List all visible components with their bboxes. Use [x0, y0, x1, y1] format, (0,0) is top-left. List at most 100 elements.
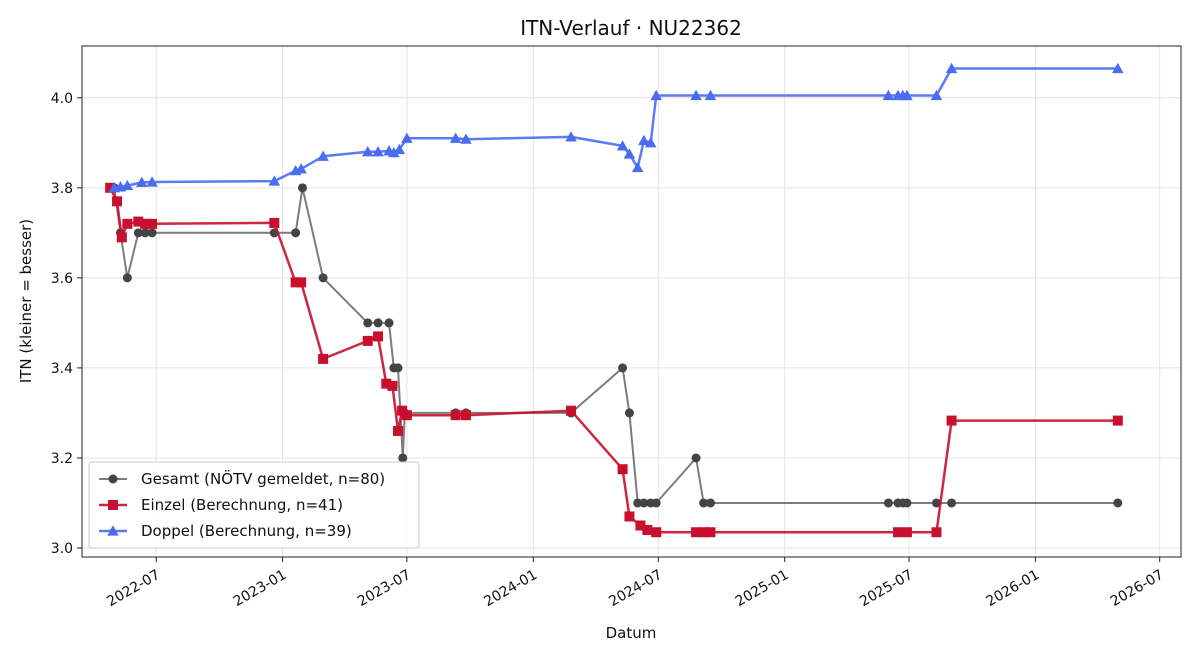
legend-swatch-marker [108, 474, 118, 484]
data-point [698, 527, 709, 538]
data-point [295, 163, 307, 174]
legend-swatch-marker [107, 525, 119, 536]
series-2 [105, 182, 1123, 538]
data-point [112, 196, 123, 207]
data-point [136, 176, 148, 188]
series-1 [109, 183, 1123, 508]
data-point [1112, 415, 1123, 426]
legend-box [88, 461, 420, 549]
data-point [704, 89, 717, 101]
data-point [317, 150, 329, 161]
data-point [147, 218, 158, 229]
series-layer [105, 62, 1124, 538]
data-point [122, 273, 132, 283]
x-axis-label: Datum [606, 624, 657, 642]
data-point [401, 410, 412, 421]
data-point [945, 62, 958, 74]
data-point [450, 410, 461, 421]
data-point [393, 143, 406, 155]
y-tick-label: 3.0 [51, 541, 73, 557]
data-point [381, 378, 392, 389]
data-point [931, 498, 941, 508]
data-point [290, 277, 301, 288]
data-point [699, 498, 709, 508]
data-point [140, 218, 151, 229]
series-line [114, 67, 1118, 190]
y-tick-label: 3.8 [51, 181, 73, 197]
data-point [363, 318, 373, 328]
plot-frame [81, 45, 1182, 558]
data-point [635, 520, 646, 531]
legend-item: Einzel (Berechnung, n=41) [99, 496, 343, 514]
data-point [398, 453, 408, 463]
x-tick-label: 2023-01 [231, 567, 290, 610]
data-point [705, 527, 716, 538]
legend-label: Einzel (Berechnung, n=41) [141, 496, 343, 514]
data-point [373, 331, 384, 342]
data-point [361, 146, 374, 157]
data-point [372, 146, 384, 157]
data-point [140, 228, 150, 238]
data-point [296, 277, 307, 288]
data-point [460, 133, 472, 144]
legend: Gesamt (NÖTV gemeldet, n=80) Einzel (Bere… [88, 461, 420, 549]
y-tick-label: 3.6 [51, 271, 73, 287]
x-tick-label: 2026-07 [1108, 567, 1167, 610]
data-point [644, 137, 657, 148]
data-point [318, 353, 329, 364]
data-point [318, 273, 328, 283]
data-point [893, 527, 904, 538]
x-tick-label: 2024-07 [606, 567, 665, 610]
data-point [882, 89, 895, 101]
data-point [565, 131, 577, 142]
data-point [384, 318, 394, 328]
y-tick-label: 3.4 [51, 361, 73, 377]
data-point [642, 524, 653, 535]
x-axis-ticks: 2022-07 2023-01 2023-07 2024-01 2024-07 2025-… [104, 557, 1167, 610]
data-point [633, 498, 643, 508]
data-point [946, 415, 957, 426]
data-point [902, 498, 912, 508]
data-point [362, 335, 373, 346]
data-point [616, 140, 629, 151]
data-point [631, 161, 644, 173]
data-point [566, 405, 577, 416]
data-point [269, 217, 280, 228]
data-point [146, 176, 158, 187]
data-point [617, 464, 628, 475]
data-point [133, 216, 144, 227]
data-point [931, 527, 942, 538]
legend-label: Gesamt (NÖTV gemeldet, n=80) [141, 469, 385, 488]
y-tick-label: 3.2 [51, 451, 73, 467]
data-point [651, 498, 661, 508]
data-point [651, 527, 662, 538]
series-line [113, 186, 1118, 504]
series-3 [108, 62, 1124, 193]
data-point [291, 228, 301, 238]
data-point [618, 363, 628, 373]
data-point [401, 132, 413, 143]
data-point [460, 410, 471, 421]
data-point [930, 89, 943, 101]
x-tick-label: 2025-07 [857, 567, 916, 610]
grid [82, 46, 1181, 557]
data-point [901, 527, 912, 538]
data-point [691, 453, 701, 463]
chart-title: ITN-Verlauf · NU22362 [520, 16, 742, 40]
x-tick-label: 2026-01 [984, 567, 1043, 610]
legend-label: Doppel (Berechnung, n=39) [141, 522, 352, 540]
data-point [297, 183, 307, 193]
data-point [624, 408, 634, 418]
legend-item: Doppel (Berechnung, n=39) [99, 522, 352, 540]
data-point [1113, 498, 1123, 508]
data-point [105, 182, 116, 193]
data-point [133, 228, 143, 238]
data-point [373, 318, 383, 328]
data-point [392, 425, 403, 436]
data-point [947, 498, 957, 508]
data-point [883, 498, 893, 508]
data-point [901, 89, 913, 101]
data-point [705, 498, 715, 508]
data-point [122, 218, 133, 229]
